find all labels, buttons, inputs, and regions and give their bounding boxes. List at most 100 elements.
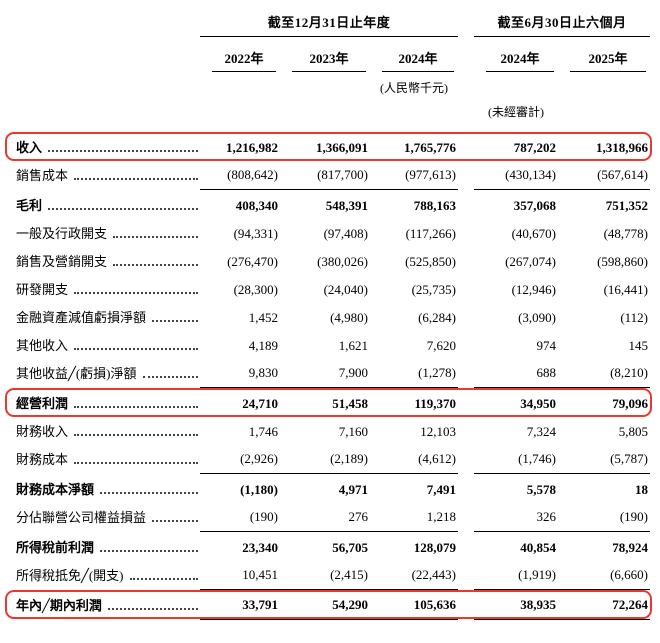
- value-cell: (12,946): [511, 282, 556, 297]
- value-cell: (117,266): [405, 226, 456, 241]
- value-cell: 23,340: [242, 540, 278, 555]
- value-cell: (525,850): [405, 254, 456, 269]
- value-cell: (1,278): [370, 365, 458, 388]
- dot-leader: [107, 608, 198, 610]
- value-cell: (977,613): [370, 167, 458, 190]
- dot-leader: [48, 208, 198, 210]
- row-label-cell: 經營利潤: [8, 393, 200, 418]
- row-label-cell: 其他收益╱(虧損)淨額: [8, 363, 200, 388]
- row-label: 銷售成本: [16, 168, 69, 183]
- value-cell: (1,919): [474, 567, 558, 590]
- table-row: 金融資產減值虧損淨額 1,452 (4,980) (6,284) (3,090)…: [8, 304, 650, 332]
- year-header-2024-interim: 2024年: [486, 48, 554, 72]
- value-cell: 5,578: [526, 482, 556, 497]
- row-label: 分佔聯營公司權益損益: [16, 510, 147, 525]
- value-cell: 7,620: [426, 338, 456, 353]
- table-row: 財務收入 1,746 7,160 12,103 7,324 5,805: [8, 418, 650, 446]
- value-cell: 128,079: [413, 540, 456, 555]
- value-cell: (3,090): [518, 310, 556, 325]
- value-cell: (2,415): [280, 567, 370, 590]
- value-cell: (598,860): [597, 254, 648, 269]
- value-cell: 1,218: [370, 509, 458, 532]
- dot-leader: [74, 178, 198, 180]
- value-cell: (6,284): [418, 310, 456, 325]
- table-row: 所得稅前利潤 23,340 56,705 128,079 40,854 78,9…: [8, 534, 650, 562]
- value-cell: 24,710: [242, 396, 278, 411]
- row-label-cell: 財務成本: [8, 449, 200, 474]
- value-cell: 51,458: [332, 396, 368, 411]
- value-cell: (267,074): [505, 254, 556, 269]
- value-cell: 408,340: [235, 198, 278, 213]
- dot-leader: [152, 520, 198, 522]
- value-cell: (25,735): [411, 282, 456, 297]
- value-cell: 40,854: [520, 540, 556, 555]
- row-label: 所得稅前利潤: [16, 540, 95, 555]
- row-label: 年內╱期內利潤: [16, 598, 102, 613]
- value-cell: 4,189: [248, 338, 278, 353]
- value-cell: 9,830: [200, 365, 280, 388]
- value-cell: (40,670): [511, 226, 556, 241]
- row-label-cell: 銷售及營銷開支: [8, 251, 200, 276]
- year-header-2025: 2025年: [570, 48, 646, 72]
- table-row: 一般及行政開支 (94,331) (97,408) (117,266) (40,…: [8, 220, 650, 248]
- value-cell: 974: [536, 338, 557, 353]
- value-cell: 34,950: [520, 396, 556, 411]
- row-label-cell: 一般及行政開支: [8, 223, 200, 248]
- year-header-2023: 2023年: [292, 48, 366, 72]
- financial-statements-table: 截至12月31日止年度 截至6月30日止六個月 2022年 2023年 2024…: [5, 12, 652, 620]
- dot-leader: [74, 434, 198, 436]
- dot-leader: [152, 320, 198, 322]
- value-cell: (276,470): [227, 254, 278, 269]
- table-row: 毛利 408,340 548,391 788,163 357,068 751,3…: [8, 192, 650, 220]
- value-cell: (2,926): [200, 451, 280, 474]
- table-row: 其他收入 4,189 1,621 7,620 974 145: [8, 332, 650, 360]
- row-label: 經營利潤: [16, 396, 69, 411]
- dot-leader: [113, 264, 198, 266]
- table-row: 銷售及營銷開支 (276,470) (380,026) (525,850) (2…: [8, 248, 650, 276]
- value-cell: 119,370: [414, 396, 456, 411]
- value-cell: 7,491: [426, 482, 456, 497]
- value-cell: (567,614): [558, 167, 650, 190]
- value-cell: 357,068: [513, 198, 556, 213]
- row-label-cell: 金融資產減值虧損淨額: [8, 307, 200, 332]
- dot-leader: [74, 462, 198, 464]
- table-row: 財務成本 (2,926) (2,189) (4,612) (1,746) (5,…: [8, 446, 650, 474]
- value-cell: (190): [200, 509, 280, 532]
- value-cell: (1,180): [240, 482, 278, 497]
- year-header-2022: 2022年: [212, 48, 276, 72]
- value-cell: (190): [558, 509, 650, 532]
- value-cell: 10,451: [200, 567, 280, 590]
- value-cell: (430,134): [474, 167, 558, 190]
- value-cell: 688: [474, 365, 558, 388]
- value-cell: 7,900: [280, 365, 370, 388]
- row-label-cell: 財務成本淨額: [8, 479, 200, 504]
- row-label: 其他收入: [16, 338, 69, 353]
- value-cell: 105,636: [370, 597, 458, 620]
- value-cell: (817,700): [280, 167, 370, 190]
- unaudited-note: (未經審計): [488, 105, 544, 119]
- value-cell: 5,805: [618, 424, 648, 439]
- row-label-cell: 收入: [8, 137, 200, 162]
- dot-leader: [129, 578, 198, 580]
- value-cell: (8,210): [558, 365, 650, 388]
- dot-leader: [48, 150, 198, 152]
- value-cell: (380,026): [317, 254, 368, 269]
- value-cell: 326: [474, 509, 558, 532]
- value-cell: 12,103: [420, 424, 456, 439]
- row-label-cell: 毛利: [8, 195, 200, 220]
- row-label-cell: 年內╱期內利潤: [8, 595, 200, 620]
- annual-period-group-header: 截至12月31日止年度: [200, 12, 458, 37]
- value-cell: 1,765,776: [404, 140, 456, 155]
- dot-leader: [113, 236, 198, 238]
- value-cell: (16,441): [603, 282, 648, 297]
- interim-period-group-header: 截至6月30日止六個月: [474, 12, 650, 37]
- row-label: 財務收入: [16, 424, 69, 439]
- value-cell: 18: [635, 482, 648, 497]
- row-label: 銷售及營銷開支: [16, 254, 108, 269]
- table-header-groups: 截至12月31日止年度 截至6月30日止六個月: [8, 12, 650, 37]
- row-label: 一般及行政開支: [16, 226, 108, 241]
- row-label: 財務成本淨額: [16, 482, 95, 497]
- row-label-cell: 財務收入: [8, 421, 200, 446]
- value-cell: (22,443): [370, 567, 458, 590]
- unit-note-row: (人民幣千元): [8, 72, 650, 96]
